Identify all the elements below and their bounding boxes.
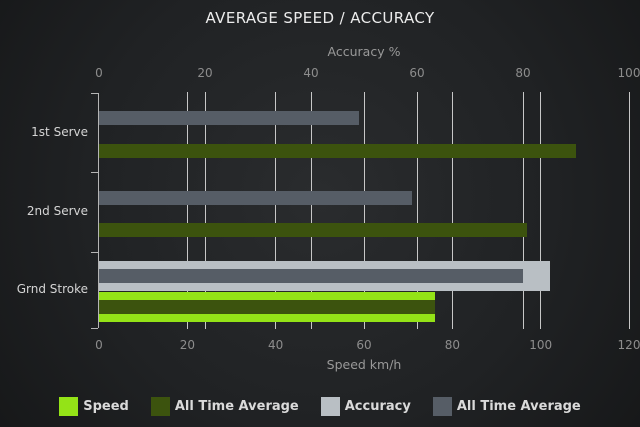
legend-label: Accuracy <box>344 399 411 414</box>
bottom-grid-line <box>363 92 365 329</box>
grnd-stroke-all-time-average-bottom-bar <box>99 300 435 315</box>
legend-swatch-accuracy-2 <box>320 397 340 416</box>
legend-item-all-time-average-3: All Time Average <box>432 397 581 416</box>
top-grid-line <box>310 92 312 329</box>
bottom-axis-tick-label: 40 <box>268 338 284 352</box>
chart-title: AVERAGE SPEED / ACCURACY <box>205 9 435 27</box>
2nd-serve-all-time-average-top-bar <box>99 190 412 205</box>
bottom-grid-line <box>275 92 277 329</box>
y-axis-tick <box>91 92 98 94</box>
top-axis-tick-label: 100 <box>617 66 640 80</box>
top-axis-tick-label: 60 <box>409 66 425 80</box>
1st-serve-all-time-average-top-bar <box>99 111 359 126</box>
legend-swatch-all-time-average-1 <box>150 397 170 416</box>
1st-serve-all-time-average-bottom-bar <box>99 143 576 158</box>
legend: Speed All Time Average Accuracy All Time Av… <box>0 397 640 416</box>
bottom-grid-line <box>628 92 630 329</box>
legend-swatch-all-time-average-3 <box>432 397 452 416</box>
legend-swatch-speed-0 <box>59 397 79 416</box>
legend-item-all-time-average-1: All Time Average <box>150 397 299 416</box>
legend-label: Speed <box>83 399 129 414</box>
bottom-axis-tick-label: 0 <box>95 338 103 352</box>
top-grid-line <box>522 92 524 329</box>
bottom-axis-tick-label: 20 <box>179 338 195 352</box>
category-label-2nd-serve: 2nd Serve <box>26 204 88 218</box>
top-grid-line <box>416 92 418 329</box>
2nd-serve-all-time-average-bottom-bar <box>99 223 528 238</box>
bottom-grid-line <box>451 92 453 329</box>
grnd-stroke-all-time-average-top-bar <box>99 269 523 284</box>
y-axis-tick <box>91 327 98 329</box>
legend-label: All Time Average <box>456 399 581 414</box>
top-axis-label: Accuracy % <box>327 44 401 59</box>
bottom-axis-tick-label: 80 <box>444 338 460 352</box>
top-axis-tick-label: 40 <box>303 66 319 80</box>
bottom-axis-tick-label: 60 <box>356 338 372 352</box>
bottom-axis-tick-label: 120 <box>617 338 640 352</box>
y-axis-line <box>97 93 99 328</box>
bottom-grid-line <box>540 92 542 329</box>
top-axis-tick-label: 0 <box>95 66 103 80</box>
top-grid-line <box>204 92 206 329</box>
category-label-1st-serve: 1st Serve <box>31 124 88 139</box>
y-axis-tick <box>91 171 98 173</box>
category-label-grnd-stroke: Grnd Stroke <box>16 282 88 296</box>
top-axis-tick-label: 80 <box>515 66 531 80</box>
bottom-axis-tick-label: 100 <box>529 338 553 352</box>
top-axis-tick-label: 20 <box>197 66 213 80</box>
bottom-axis-label: Speed km/h <box>326 357 402 372</box>
bottom-grid-line <box>186 92 188 329</box>
legend-item-speed-0: Speed <box>59 397 129 416</box>
legend-label: All Time Average <box>174 399 299 414</box>
legend-item-accuracy-2: Accuracy <box>320 397 411 416</box>
y-axis-tick <box>91 251 98 253</box>
